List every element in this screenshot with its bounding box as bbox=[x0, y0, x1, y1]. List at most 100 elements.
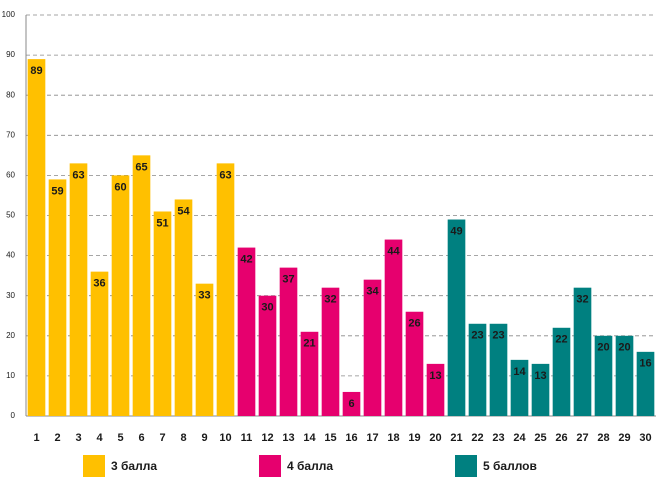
bar bbox=[153, 211, 172, 416]
value-label: 21 bbox=[303, 338, 315, 350]
bar bbox=[468, 323, 487, 416]
y-tick-label: 20 bbox=[6, 331, 15, 340]
value-label: 59 bbox=[51, 185, 63, 197]
value-label: 89 bbox=[30, 65, 42, 77]
y-tick-label: 30 bbox=[6, 291, 15, 300]
bar bbox=[111, 175, 130, 416]
value-label: 16 bbox=[639, 358, 651, 370]
x-tick-label: 13 bbox=[282, 432, 294, 444]
legend-label: 4 балла bbox=[287, 459, 333, 473]
y-tick-label: 70 bbox=[6, 130, 15, 139]
y-tick-label: 40 bbox=[6, 251, 15, 260]
value-label: 63 bbox=[219, 169, 231, 181]
bar bbox=[321, 287, 340, 416]
value-label: 34 bbox=[366, 286, 379, 298]
y-tick-label: 90 bbox=[6, 50, 15, 59]
x-tick-label: 25 bbox=[534, 432, 546, 444]
bar bbox=[594, 335, 613, 416]
value-label: 32 bbox=[324, 294, 336, 306]
bar bbox=[69, 163, 88, 416]
bar bbox=[90, 271, 109, 416]
y-tick-label: 100 bbox=[2, 10, 16, 19]
value-label: 14 bbox=[513, 366, 526, 378]
value-label: 20 bbox=[618, 342, 630, 354]
x-tick-label: 30 bbox=[639, 432, 651, 444]
bar bbox=[27, 59, 46, 417]
x-tick-label: 19 bbox=[408, 432, 420, 444]
x-tick-label: 7 bbox=[159, 432, 165, 444]
value-label: 63 bbox=[72, 169, 84, 181]
x-tick-label: 22 bbox=[471, 432, 483, 444]
bar bbox=[174, 199, 193, 416]
value-label: 22 bbox=[555, 334, 567, 346]
value-label: 42 bbox=[240, 253, 252, 265]
x-tick-label: 18 bbox=[387, 432, 399, 444]
legend-label: 5 баллов bbox=[483, 459, 537, 473]
value-label: 32 bbox=[576, 294, 588, 306]
bar bbox=[237, 247, 256, 416]
value-label: 36 bbox=[93, 278, 105, 290]
bar bbox=[531, 363, 550, 416]
x-tick-label: 8 bbox=[180, 432, 186, 444]
value-label: 13 bbox=[534, 370, 546, 382]
bar bbox=[615, 335, 634, 416]
x-tick-label: 24 bbox=[513, 432, 526, 444]
x-tick-label: 20 bbox=[429, 432, 441, 444]
bar bbox=[636, 351, 655, 416]
bar bbox=[195, 283, 214, 416]
value-label: 33 bbox=[198, 290, 210, 302]
x-tick-label: 5 bbox=[117, 432, 123, 444]
y-tick-label: 50 bbox=[6, 211, 15, 220]
x-tick-label: 3 bbox=[75, 432, 81, 444]
value-label: 20 bbox=[597, 342, 609, 354]
value-label: 65 bbox=[135, 161, 147, 173]
x-tick-label: 6 bbox=[138, 432, 144, 444]
x-tick-label: 10 bbox=[219, 432, 231, 444]
bar bbox=[426, 363, 445, 416]
bar bbox=[573, 287, 592, 416]
value-label: 49 bbox=[450, 225, 462, 237]
x-tick-label: 27 bbox=[576, 432, 588, 444]
x-tick-label: 2 bbox=[54, 432, 60, 444]
legend-swatch bbox=[259, 455, 281, 477]
value-label: 13 bbox=[429, 370, 441, 382]
x-tick-label: 14 bbox=[303, 432, 316, 444]
legend-label: 3 балла bbox=[111, 459, 157, 473]
x-tick-label: 26 bbox=[555, 432, 567, 444]
x-tick-label: 9 bbox=[201, 432, 207, 444]
value-label: 54 bbox=[177, 205, 190, 217]
bar bbox=[300, 331, 319, 416]
value-label: 37 bbox=[282, 274, 294, 286]
value-label: 23 bbox=[492, 330, 504, 342]
x-tick-label: 11 bbox=[241, 432, 253, 444]
y-tick-label: 10 bbox=[6, 371, 15, 380]
x-tick-label: 28 bbox=[597, 432, 609, 444]
x-tick-label: 23 bbox=[492, 432, 504, 444]
bar bbox=[405, 311, 424, 416]
x-tick-label: 29 bbox=[618, 432, 630, 444]
bar bbox=[384, 239, 403, 416]
bar bbox=[447, 219, 466, 416]
value-label: 60 bbox=[114, 181, 126, 193]
x-tick-label: 4 bbox=[96, 432, 103, 444]
x-tick-label: 1 bbox=[33, 432, 39, 444]
bar bbox=[279, 267, 298, 416]
legend-swatch bbox=[83, 455, 105, 477]
bar bbox=[342, 391, 361, 416]
bar bbox=[552, 327, 571, 416]
y-tick-label: 60 bbox=[6, 171, 15, 180]
bar bbox=[510, 359, 529, 416]
bar bbox=[216, 163, 235, 416]
value-label: 44 bbox=[387, 245, 400, 257]
bar bbox=[363, 279, 382, 416]
x-tick-label: 17 bbox=[366, 432, 378, 444]
value-label: 30 bbox=[261, 302, 273, 314]
value-label: 6 bbox=[348, 398, 354, 410]
x-tick-label: 12 bbox=[261, 432, 273, 444]
bar bbox=[258, 295, 277, 416]
bar bbox=[48, 179, 67, 416]
legend-swatch bbox=[455, 455, 477, 477]
bar bbox=[489, 323, 508, 416]
x-tick-label: 21 bbox=[450, 432, 462, 444]
